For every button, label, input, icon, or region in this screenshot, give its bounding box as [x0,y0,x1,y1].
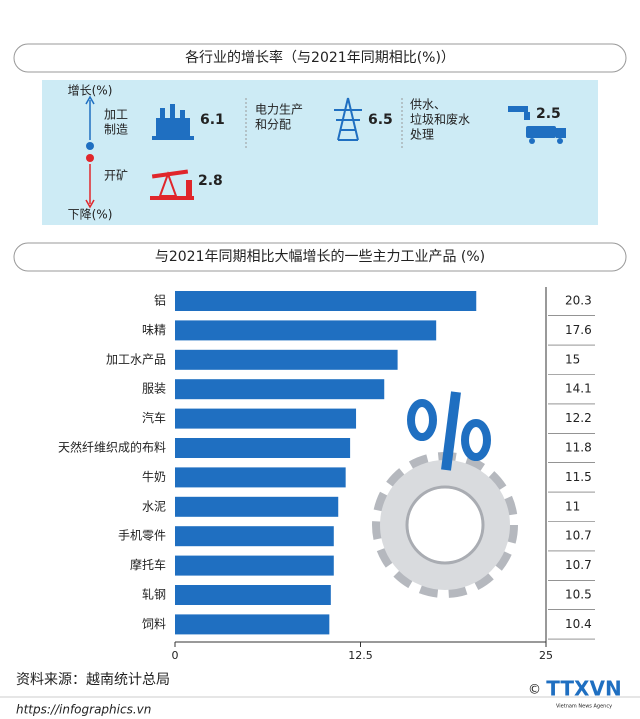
oil-pump-icon [150,169,194,200]
value-label: 12.2 [565,411,592,425]
panel-title: 各行业的增长率（与2021年同期相比(%)） [185,49,455,66]
gear-decoration [372,391,518,598]
sector-value: 6.5 [368,112,393,128]
growth-panel [42,80,598,225]
bar [175,320,437,341]
source: 资料来源：越南统计总局 [16,672,170,688]
bar [175,496,339,517]
bar [175,614,330,635]
footer-url: https://infographics.vn [16,703,151,717]
sector-label: 处理 [410,128,434,142]
value-label: 14.1 [565,382,592,396]
sector-label: 垃圾和废水 [410,112,470,127]
bar [175,555,334,576]
value-label: 10.4 [565,617,592,631]
copyright: © [528,683,541,698]
bar [175,585,331,605]
sector-value: 6.1 [200,112,225,128]
down-arrow-head [85,199,95,209]
bar [175,408,357,429]
bar [175,526,334,547]
y-tick-label: 铝 [154,293,166,308]
sector-value: 2.8 [198,173,223,189]
value-label: 15 [565,352,580,366]
value-label: 10.7 [565,558,592,572]
x-tick-label: 0 [172,649,179,662]
sector-value: 2.5 [536,106,561,122]
pylon-icon [334,97,362,141]
y-tick-label: 轧钢 [142,588,166,602]
value-label: 10.7 [565,529,592,543]
down-dot [86,154,94,162]
value-label: 10.5 [565,588,592,602]
value-label: 20.3 [565,294,592,308]
sector-label: 供水、 [410,98,446,112]
bar [175,467,346,488]
bar [175,379,385,400]
value-label: 11.8 [565,441,592,455]
y-tick-label: 水泥 [142,499,166,513]
bar [175,438,351,458]
factory-icon [152,104,194,140]
down-label: 下降(%) [68,208,113,222]
water-truck-icon [508,106,566,144]
y-tick-label: 加工水产品 [106,352,166,366]
y-tick-label: 手机零件 [118,529,166,543]
bar [175,291,477,311]
value-label: 11 [565,499,580,513]
logo: TTXVN [546,677,621,701]
sector-label: 加工 [104,108,128,122]
x-tick-label: 25 [539,649,553,662]
value-label: 11.5 [565,470,592,484]
y-tick-label: 汽车 [142,410,166,425]
y-tick-label: 服装 [142,382,166,396]
sector-label: 制造 [104,123,128,137]
bar [175,349,398,370]
agency: Vietnam News Agency [556,704,612,710]
up-arrow-head [85,95,95,105]
y-tick-label: 天然纤维织成的布料 [58,440,166,455]
sector-label: 开矿 [104,169,128,183]
title-box [13,43,627,73]
y-tick-label: 摩托车 [130,557,166,572]
y-tick-label: 味精 [142,323,166,337]
title-box [13,242,627,272]
y-tick-label: 饲料 [142,617,166,631]
up-label: 增长(%) [68,84,113,98]
y-tick-label: 牛奶 [142,469,166,484]
value-label: 17.6 [565,323,592,337]
sector-label: 电力生产 [255,103,303,117]
sector-label: 和分配 [255,118,291,132]
chart-title: 与2021年同期相比大幅增长的一些主力工业产品 (%) [155,249,485,265]
up-dot [86,142,94,150]
x-tick-label: 12.5 [348,649,373,662]
